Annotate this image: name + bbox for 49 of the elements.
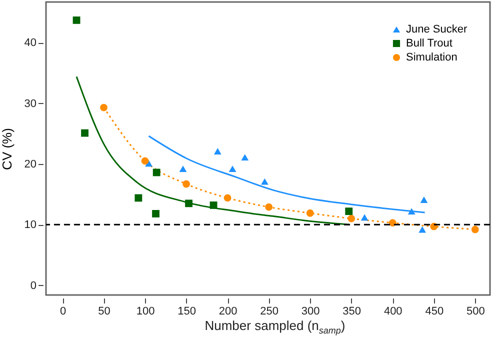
point <box>134 194 142 202</box>
point <box>418 226 426 233</box>
point <box>152 210 160 218</box>
x-tick-label: 450 <box>425 306 444 318</box>
point <box>260 178 268 185</box>
point <box>471 226 479 234</box>
x-tick-label: 100 <box>136 306 155 318</box>
point <box>185 200 192 208</box>
point <box>152 168 160 176</box>
point <box>179 166 187 172</box>
x-tick-label: 500 <box>466 306 485 318</box>
x-tick-label: 50 <box>98 306 110 318</box>
legend-label: June Sucker <box>406 24 468 36</box>
y-axis-title: CV (%) <box>0 128 14 170</box>
line-series <box>148 135 426 214</box>
x-tick-label: 250 <box>260 306 279 318</box>
x-tick-label: 300 <box>301 306 320 318</box>
y-tick-label: 20 <box>24 158 36 170</box>
legend-label: Simulation <box>406 52 458 64</box>
y-tick-label: 40 <box>24 37 36 50</box>
point <box>420 196 428 203</box>
line-series <box>76 76 350 226</box>
point <box>81 129 88 137</box>
point <box>348 214 356 222</box>
point <box>345 208 353 215</box>
point <box>210 202 218 209</box>
x-tick-label: 150 <box>178 306 196 318</box>
point <box>228 166 236 172</box>
point <box>72 16 80 24</box>
y-tick-label: 0 <box>30 280 36 292</box>
point <box>306 209 314 217</box>
x-tick-label: 0 <box>60 306 66 318</box>
point <box>141 157 149 165</box>
point <box>224 194 232 202</box>
x-tick-label: 400 <box>384 306 402 318</box>
y-tick-label: 10 <box>24 219 36 232</box>
point <box>388 219 396 227</box>
x-tick-label: 350 <box>342 306 362 318</box>
legend-label: Bull Trout <box>406 38 452 50</box>
point <box>360 214 368 221</box>
point <box>182 180 190 188</box>
point <box>241 154 249 161</box>
x-axis-title: Number sampled (n$_{samp}$) <box>204 318 346 336</box>
x-tick-label: 200 <box>218 306 238 318</box>
point <box>265 203 273 211</box>
point <box>100 104 108 112</box>
y-tick-label: 30 <box>24 98 36 110</box>
point <box>214 148 222 154</box>
point <box>408 208 416 214</box>
